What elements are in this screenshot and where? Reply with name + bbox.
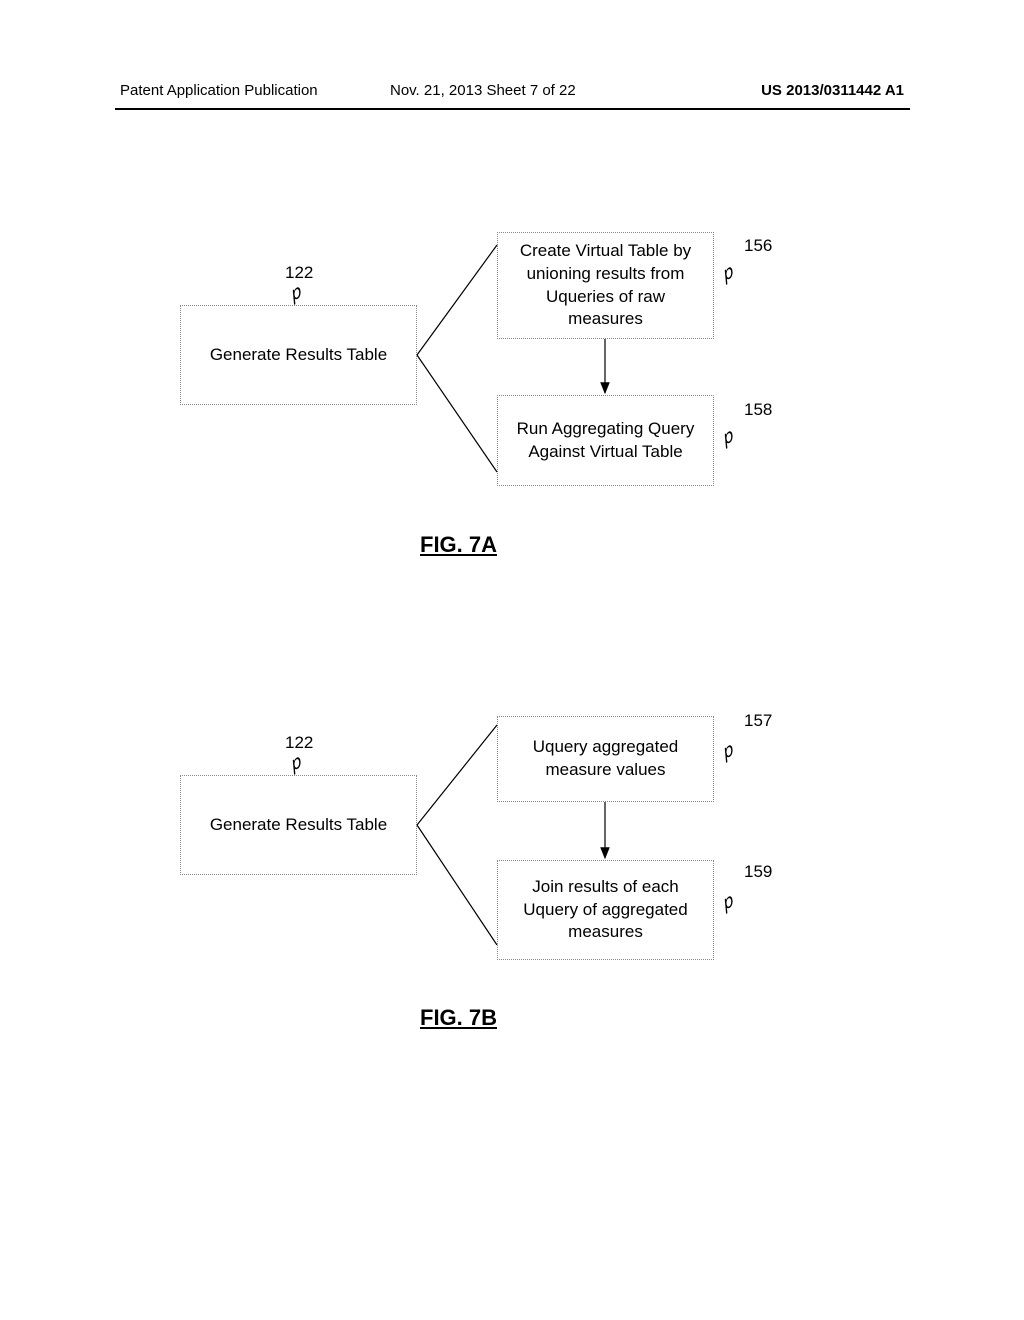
figA-callout-rb: 𝑝 <box>717 426 736 449</box>
figB-right-top-text: Uquery aggregated measure values <box>508 736 703 782</box>
header-rule <box>115 108 910 110</box>
figB-ref-right-top: 157 <box>744 711 772 731</box>
figA-ref-left: 122 <box>285 263 313 283</box>
figA-right-top-text: Create Virtual Table by unioning results… <box>508 240 703 332</box>
figA-callout-rt: 𝑝 <box>717 262 736 285</box>
header-mid-text: Nov. 21, 2013 Sheet 7 of 22 <box>390 82 576 99</box>
figB-left-box: Generate Results Table <box>180 775 417 875</box>
figB-right-top-box: Uquery aggregated measure values <box>497 716 714 802</box>
figA-ref-right-bot: 158 <box>744 400 772 420</box>
figB-callout-rt: 𝑝 <box>717 740 736 763</box>
figB-right-bot-text: Join results of each Uquery of aggregate… <box>508 876 703 945</box>
figB-callout-rb: 𝑝 <box>717 891 736 914</box>
figA-ref-right-top: 156 <box>744 236 772 256</box>
header-right-text: US 2013/0311442 A1 <box>761 82 904 99</box>
figB-ref-left: 122 <box>285 733 313 753</box>
figB-ref-right-bot: 159 <box>744 862 772 882</box>
header-left-text: Patent Application Publication <box>120 82 318 99</box>
figB-left-text: Generate Results Table <box>210 814 387 837</box>
connector-overlay <box>0 0 1024 1320</box>
figB-right-bot-box: Join results of each Uquery of aggregate… <box>497 860 714 960</box>
figB-callout-left: 𝑝 <box>285 752 304 775</box>
figA-left-box: Generate Results Table <box>180 305 417 405</box>
figB-label: FIG. 7B <box>420 1005 497 1031</box>
figA-right-bot-text: Run Aggregating Query Against Virtual Ta… <box>508 418 703 464</box>
page: Patent Application Publication Nov. 21, … <box>0 0 1024 1320</box>
figA-callout-left: 𝑝 <box>285 282 304 305</box>
figA-left-text: Generate Results Table <box>210 344 387 367</box>
figA-label: FIG. 7A <box>420 532 497 558</box>
figA-right-top-box: Create Virtual Table by unioning results… <box>497 232 714 339</box>
figA-right-bot-box: Run Aggregating Query Against Virtual Ta… <box>497 395 714 486</box>
